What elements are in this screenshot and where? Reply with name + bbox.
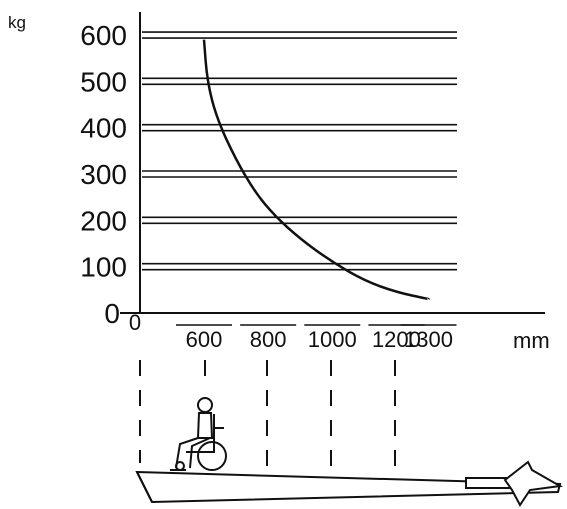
vehicle-part-icon xyxy=(503,460,564,507)
y-tick-label-500: 500 xyxy=(80,66,127,97)
x-tick-label-800: 800 xyxy=(250,327,287,352)
wheelchair-user-icon xyxy=(170,397,227,471)
torso xyxy=(196,412,214,439)
y-tick-label-600: 600 xyxy=(80,20,127,51)
y-tick-labels: 0 100 200 300 400 500 600 xyxy=(80,20,127,329)
head xyxy=(197,397,213,413)
ramp-edge xyxy=(136,471,153,503)
y-tick-label-0: 0 xyxy=(104,298,120,329)
x-tick-label-1000: 1000 xyxy=(308,327,357,352)
wheelchair-wheel xyxy=(197,441,227,471)
gridlines xyxy=(142,31,457,271)
wheelchair-frame xyxy=(186,414,224,453)
ramp-illustration xyxy=(135,397,564,507)
x-tick-label-600: 600 xyxy=(186,327,223,352)
y-unit-label: kg xyxy=(8,13,26,32)
legs xyxy=(175,437,211,469)
y-tick-label-300: 300 xyxy=(80,159,127,190)
y-tick-label-100: 100 xyxy=(80,252,127,283)
x-tick-label-0: 0 xyxy=(129,310,141,335)
load-capacity-curve xyxy=(202,39,430,301)
x-tick-label-1200: 1200 xyxy=(372,327,421,352)
y-tick-label-200: 200 xyxy=(80,205,127,236)
x-tick-label-1300: 1300 xyxy=(404,327,453,352)
y-tick-label-400: 400 xyxy=(80,113,127,144)
x-unit-label: mm xyxy=(513,328,550,353)
dashed-guide-lines xyxy=(139,360,396,471)
